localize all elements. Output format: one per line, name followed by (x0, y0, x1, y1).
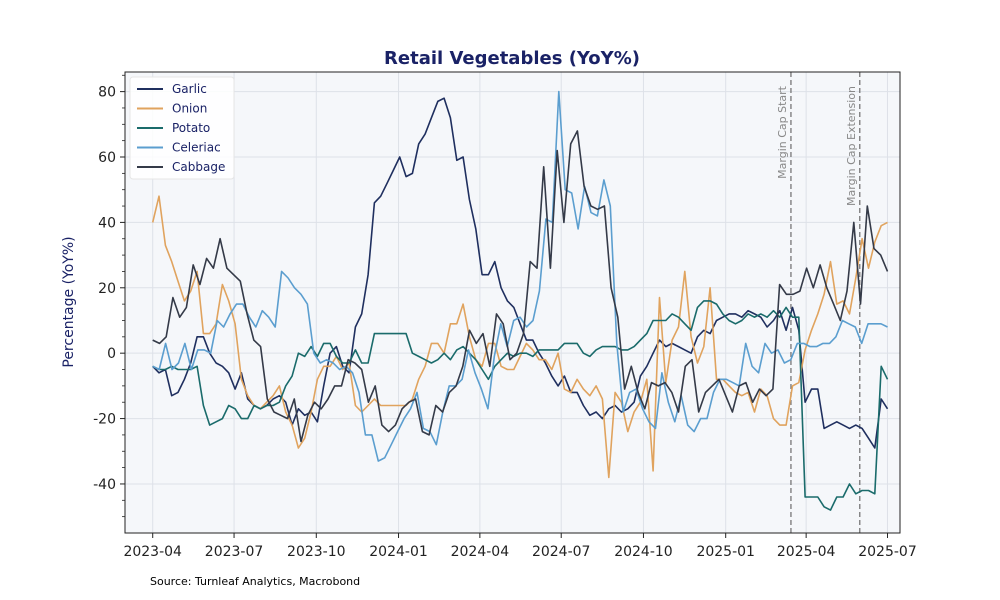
y-tick-label: 80 (98, 85, 116, 101)
series-line-cabbage (152, 130, 889, 443)
y-tick-label: 40 (98, 215, 116, 231)
annotations: Margin Cap Start Margin Cap Extension (776, 72, 861, 533)
chart-title: Retail Vegetables (YoY%) (384, 48, 640, 69)
legend[interactable]: Garlic Onion Potato Celeriac Cabbage (129, 76, 235, 180)
x-tick-label: 2025-01 (696, 544, 755, 560)
y-tick-label: -40 (93, 477, 116, 493)
series-line-celeriac (152, 90, 888, 462)
legend-label: Garlic (172, 82, 207, 96)
y-axis-label: Percentage (YoY%) (61, 236, 77, 367)
plot-border (124, 71, 901, 534)
x-tick-label: 2024-01 (369, 544, 428, 560)
x-tick-label: 2025-04 (777, 544, 836, 560)
y-axis: -40 -20 0 20 40 60 80 (93, 74, 125, 518)
source-note: Source: Turnleaf Analytics, Macrobond (150, 575, 361, 588)
legend-label: Celeriac (172, 141, 221, 155)
y-tick-label: 0 (107, 346, 116, 362)
x-tick-label: 2025-07 (858, 544, 917, 560)
y-tick-label: 60 (98, 150, 116, 166)
y-tick-label: -20 (93, 412, 116, 428)
x-tick-label: 2023-04 (123, 544, 182, 560)
annotation-label: Margin Cap Start (776, 85, 789, 179)
legend-label: Onion (172, 102, 207, 116)
x-tick-label: 2024-04 (451, 544, 510, 560)
legend-label: Potato (172, 121, 210, 135)
x-axis: 2023-04 2023-07 2023-10 2024-01 2024-04 2024-… (123, 533, 917, 560)
plot-area (125, 72, 900, 533)
x-tick-label: 2023-10 (287, 544, 346, 560)
series-lines (151, 90, 889, 511)
series-line-potato (152, 300, 889, 511)
annotation-label: Margin Cap Extension (845, 86, 858, 206)
x-tick-label: 2024-10 (614, 544, 673, 560)
legend-label: Cabbage (172, 160, 225, 174)
x-tick-label: 2023-07 (205, 544, 264, 560)
y-tick-label: 20 (98, 281, 116, 297)
legend-box (129, 76, 235, 180)
x-tick-label: 2024-07 (532, 544, 591, 560)
series-line-garlic (152, 97, 889, 449)
